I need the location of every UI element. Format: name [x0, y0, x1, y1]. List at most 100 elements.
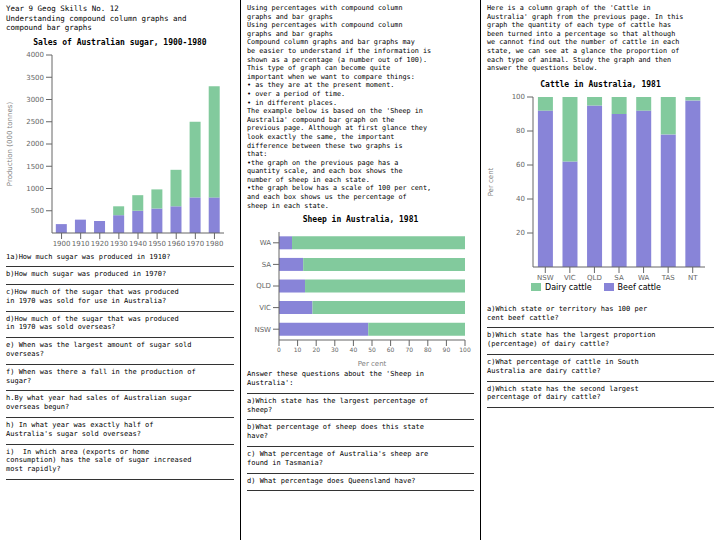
svg-text:NSW: NSW	[537, 274, 554, 282]
html-text:and each box shows us the perc: and each box shows us the percentage of	[247, 193, 407, 202]
svg-text:1930: 1930	[110, 239, 128, 247]
svg-text:NSW: NSW	[254, 326, 271, 334]
html-text:• over a period of time.: • over a period of time.	[247, 89, 346, 98]
html-text:sheep in each state.: sheep in each state.	[247, 201, 329, 210]
svg-text:1910: 1910	[72, 239, 90, 247]
html-text:a)Which state has the largest: a)Which state has the largest percentage…	[247, 396, 429, 405]
html-text:•the graph below has a scale o: •the graph below has a scale of 100 per …	[247, 184, 432, 193]
html-text:shown as a percentage (a numbe: shown as a percentage (a number out of 1…	[247, 55, 428, 64]
svg-text:90: 90	[443, 347, 451, 354]
svg-text:1900: 1900	[53, 239, 71, 247]
svg-text:0: 0	[277, 347, 281, 354]
svg-text:1980: 1980	[206, 239, 224, 247]
html-text:in 1970 was sold overseas?: in 1970 was sold overseas?	[6, 323, 116, 332]
html-text:c)How much of the sugar that w: c)How much of the sugar that was produce…	[6, 288, 179, 297]
svg-text:80: 80	[516, 127, 525, 135]
html-text:Compound column graphs and bar: Compound column graphs and bar graphs ma…	[247, 38, 415, 47]
html-text:overseas?: overseas?	[6, 350, 44, 359]
html-text:The example below is based on: The example below is based on the 'Sheep…	[247, 107, 423, 116]
svg-text:Per cent: Per cent	[358, 360, 387, 366]
svg-text:40: 40	[516, 195, 525, 203]
svg-text:50: 50	[368, 347, 376, 354]
html-text:compound bar graphs: compound bar graphs	[6, 23, 92, 32]
svg-text:QLD: QLD	[587, 274, 602, 282]
svg-text:QLD: QLD	[256, 283, 271, 291]
html-text:d)How much of the sugar that w: d)How much of the sugar that was produce…	[6, 314, 179, 323]
svg-text:100: 100	[512, 93, 525, 101]
svg-text:40: 40	[350, 347, 358, 354]
svg-text:20: 20	[312, 347, 320, 354]
html-text:Dairy cattle: Dairy cattle	[545, 282, 592, 292]
html-text:Australia's sugar sold oversea: Australia's sugar sold overseas?	[6, 429, 141, 438]
svg-text:VIC: VIC	[259, 304, 271, 312]
html-text:have?: have?	[247, 432, 269, 441]
html-text:most rapidly?: most rapidly?	[6, 465, 61, 474]
html-text:•the graph on the previous pag: •the graph on the previous page has a	[247, 158, 399, 167]
svg-text:1940: 1940	[129, 239, 147, 247]
svg-text:VIC: VIC	[564, 274, 576, 282]
html-text:Year 9 Geog Skills No. 12: Year 9 Geog Skills No. 12	[6, 4, 119, 13]
html-text:quantity scale, and each box s: quantity scale, and each box shows the	[247, 167, 403, 176]
html-text:sheep?: sheep?	[247, 405, 273, 414]
svg-text:500: 500	[31, 207, 44, 215]
svg-text:1000: 1000	[26, 184, 44, 192]
html-text:overseas begun?: overseas begun?	[6, 403, 70, 412]
html-text:sugar?: sugar?	[6, 376, 32, 385]
svg-text:1500: 1500	[26, 162, 44, 170]
svg-text:SA: SA	[614, 274, 624, 282]
html-text:i) In which area (exports or h: i) In which area (exports or home	[6, 447, 150, 456]
html-text:Sheep in Australia, 1981: Sheep in Australia, 1981	[302, 215, 419, 225]
html-text:that:: that:	[247, 150, 268, 159]
svg-text:30: 30	[331, 347, 339, 354]
svg-text:2000: 2000	[26, 140, 44, 148]
svg-text:4000: 4000	[26, 51, 44, 59]
svg-text:70: 70	[405, 347, 413, 354]
svg-text:1950: 1950	[148, 239, 166, 247]
svg-text:1920: 1920	[91, 239, 109, 247]
svg-text:20: 20	[516, 229, 525, 237]
html-text:b)How much sugar was produced: b)How much sugar was produced in 1970?	[6, 270, 167, 279]
html-text:This type of graph can become: This type of graph can become quite	[247, 64, 391, 73]
svg-text:100: 100	[459, 347, 471, 354]
html-text:consumption) has the sale of s: consumption) has the sale of sugar incre…	[6, 456, 192, 465]
svg-text:SA: SA	[262, 261, 272, 269]
svg-text:2500: 2500	[26, 118, 44, 126]
html-text:number of sheep in each state.: number of sheep in each state.	[247, 175, 370, 184]
html-text:Cattle in Australia, 1981: Cattle in Australia, 1981	[540, 79, 661, 89]
svg-text:1970: 1970	[186, 239, 204, 247]
html-text:Beef cattle: Beef cattle	[617, 282, 661, 292]
html-text:Using percentages with compoun: Using percentages with compound column	[247, 21, 403, 30]
html-text:f) When was there a fall in th: f) When was there a fall in the producti…	[6, 367, 196, 376]
svg-text:WA: WA	[260, 240, 272, 248]
svg-text:WA: WA	[638, 274, 650, 282]
html-text:graphs and bar graphs: graphs and bar graphs	[247, 12, 333, 21]
svg-text:1960: 1960	[167, 239, 185, 247]
html-text:important when we want to comp: important when we want to compare things…	[247, 72, 415, 81]
html-text:• in different places.: • in different places.	[247, 98, 337, 107]
html-text:b)What percentage of sheep doe: b)What percentage of sheep does this sta…	[247, 423, 424, 432]
html-text:Australia' compound bar graph: Australia' compound bar graph on the	[247, 115, 395, 124]
svg-text:60: 60	[387, 347, 395, 354]
html-text:previous page. Although at fir: previous page. Although at first glance …	[247, 124, 428, 133]
html-text:in 1970 was sold for use in Au: in 1970 was sold for use in Australia?	[6, 296, 167, 305]
html-text:• as they are at the present m: • as they are at the present moment.	[247, 81, 395, 90]
html-text:look exactly the same, the imp: look exactly the same, the important	[247, 132, 395, 141]
svg-text:TAS: TAS	[661, 274, 676, 282]
svg-text:Production (000 tonnes): Production (000 tonnes)	[8, 101, 14, 186]
html-text:Answer these questions about t: Answer these questions about the 'Sheep …	[247, 370, 424, 379]
svg-text:NT: NT	[688, 274, 698, 282]
html-text:Understanding compound column: Understanding compound column graphs and	[6, 13, 187, 23]
html-text:graphs and bar graphs: graphs and bar graphs	[247, 29, 333, 38]
svg-text:80: 80	[424, 347, 432, 354]
html-text:Sales of Australian sugar, 190: Sales of Australian sugar, 1900-1980	[33, 37, 207, 47]
svg-text:Per cent: Per cent	[487, 167, 495, 196]
svg-text:3500: 3500	[26, 73, 44, 81]
svg-text:10: 10	[294, 347, 302, 354]
html-text:e) When was the largest amount: e) When was the largest amount of sugar …	[6, 341, 192, 350]
html-text:difference between these two g: difference between these two graphs is	[247, 141, 403, 150]
html-text:h) In what year was exactly ha: h) In what year was exactly half of	[6, 421, 154, 430]
html-text:h.By what year had sales of Au: h.By what year had sales of Australian s…	[6, 394, 192, 403]
svg-text:3000: 3000	[26, 95, 44, 103]
svg-text:60: 60	[516, 161, 525, 169]
html-text:1a)How much sugar was produced: 1a)How much sugar was produced in 1910?	[6, 252, 171, 261]
